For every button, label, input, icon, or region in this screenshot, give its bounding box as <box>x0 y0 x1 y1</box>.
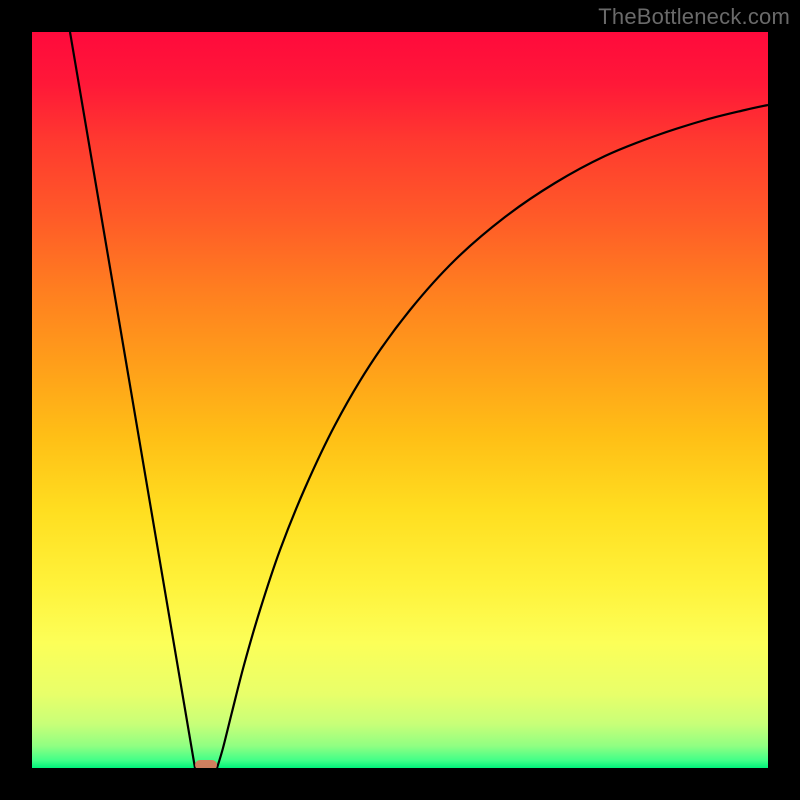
source-watermark: TheBottleneck.com <box>598 4 790 30</box>
bottleneck-chart: TheBottleneck.com <box>0 0 800 800</box>
gradient-background <box>32 32 768 768</box>
chart-svg <box>0 0 800 800</box>
